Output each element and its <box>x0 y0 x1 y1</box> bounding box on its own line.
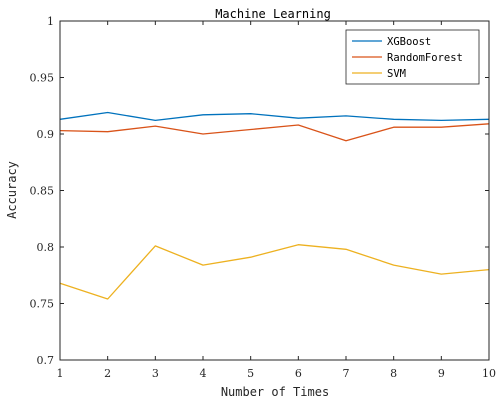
y-tick-label: 0.9 <box>37 128 55 141</box>
x-tick-label: 8 <box>390 367 397 380</box>
legend-label: RandomForest <box>387 52 463 64</box>
y-tick-label: 0.75 <box>30 298 55 311</box>
series-line-randomforest <box>59 123 490 142</box>
x-tick-label: 6 <box>295 367 302 380</box>
x-tick-label: 7 <box>343 367 350 380</box>
y-tick-label: 0.95 <box>30 72 55 85</box>
x-tick-label: 1 <box>57 367 64 380</box>
y-tick-label: 0.7 <box>37 354 55 367</box>
y-axis-label: Accuracy <box>5 161 19 219</box>
y-tick-label: 0.85 <box>30 185 55 198</box>
y-tick-label: 1 <box>47 15 54 28</box>
chart-title: Machine Learning <box>215 7 331 21</box>
y-tick-label: 0.8 <box>37 241 55 254</box>
series-line-xgboost <box>59 111 490 122</box>
series-line-svm <box>59 244 490 300</box>
legend-label: XGBoost <box>387 36 431 48</box>
x-tick-label: 9 <box>438 367 445 380</box>
x-tick-label: 10 <box>482 367 496 380</box>
x-tick-label: 3 <box>152 367 159 380</box>
legend: XGBoost RandomForest SVM <box>345 29 480 85</box>
legend-box <box>345 29 480 85</box>
x-tick-label: 4 <box>200 367 207 380</box>
x-axis-label: Number of Times <box>221 385 329 399</box>
x-tick-label: 2 <box>104 367 111 380</box>
x-tick-label: 5 <box>247 367 254 380</box>
legend-label: SVM <box>387 68 406 80</box>
